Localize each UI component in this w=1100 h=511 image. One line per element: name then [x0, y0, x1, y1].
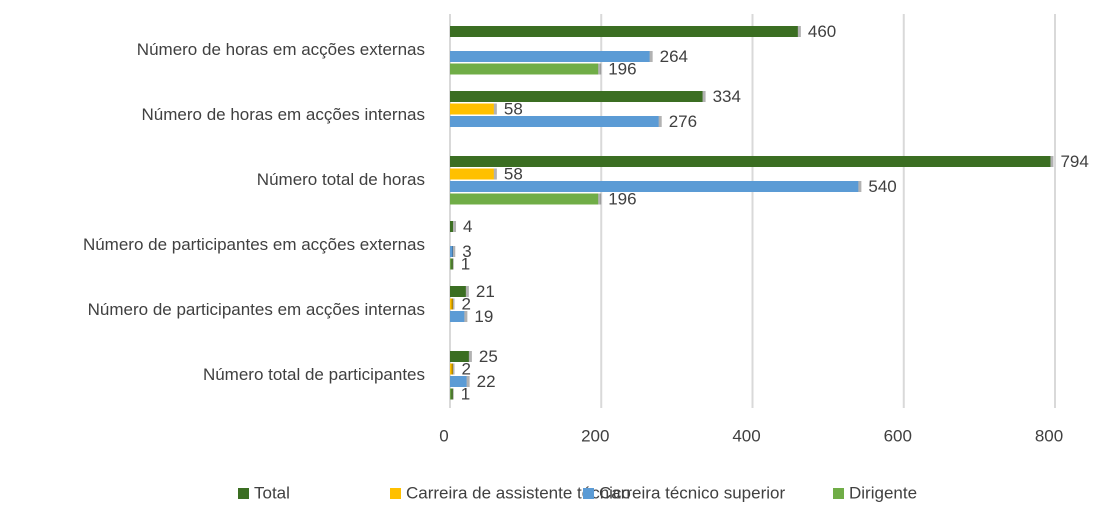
bar-side — [702, 91, 706, 102]
x-tick-label: 200 — [581, 426, 609, 445]
bar — [450, 388, 453, 400]
value-label: 21 — [476, 282, 495, 301]
value-label: 22 — [477, 372, 496, 391]
bar — [450, 221, 454, 232]
y-tick-label: Número total de horas — [257, 170, 425, 189]
y-tick-label: Número total de participantes — [203, 365, 425, 384]
legend-swatch — [583, 488, 594, 499]
value-label: 58 — [504, 164, 523, 183]
bar-side — [493, 103, 497, 115]
legend-label: Total — [254, 483, 290, 502]
bar-side — [466, 376, 470, 387]
value-label: 19 — [474, 307, 493, 326]
x-tick-label: 800 — [1035, 426, 1063, 445]
bar — [450, 181, 859, 192]
bar-side — [452, 246, 456, 257]
bar — [450, 156, 1051, 167]
bar-side — [464, 311, 468, 322]
bar — [450, 311, 465, 322]
y-tick-label: Número de horas em acções internas — [142, 105, 425, 124]
value-label: 460 — [808, 22, 836, 41]
y-tick-label: Número de participantes em acções extern… — [83, 235, 425, 254]
bar-side — [450, 258, 454, 270]
value-label: 2 — [462, 359, 471, 378]
bar-side — [493, 168, 497, 180]
bar — [450, 193, 599, 205]
value-label: 3 — [462, 242, 471, 261]
bar — [450, 26, 798, 37]
value-label: 196 — [608, 189, 636, 208]
legend-swatch — [390, 488, 401, 499]
legend-label: Carreira de assistente técnico — [406, 483, 631, 502]
bar-side — [465, 286, 469, 297]
y-tick-label: Número de participantes em acções intern… — [88, 300, 425, 319]
bar — [450, 246, 453, 257]
bar-side — [649, 51, 653, 62]
bar-side — [451, 298, 455, 310]
bar — [450, 351, 469, 362]
bar-side — [658, 116, 662, 127]
y-tick-label: Número de horas em acções externas — [137, 40, 425, 59]
value-label: 276 — [669, 112, 697, 131]
x-tick-label: 600 — [884, 426, 912, 445]
value-label: 264 — [660, 47, 688, 66]
bar-side — [797, 26, 801, 37]
value-label: 196 — [608, 59, 636, 78]
value-label: 4 — [463, 217, 472, 236]
bar — [450, 51, 650, 62]
bar-side — [858, 181, 862, 192]
value-label: 794 — [1060, 152, 1088, 171]
legend-swatch — [238, 488, 249, 499]
legend-label: Dirigente — [849, 483, 917, 502]
bar — [450, 363, 453, 375]
bar — [450, 286, 466, 297]
legend-label: Carreira técnico superior — [599, 483, 785, 502]
value-label: 25 — [479, 347, 498, 366]
value-label: 1 — [461, 254, 470, 273]
bar — [450, 116, 659, 127]
value-label: 58 — [504, 99, 523, 118]
bar-side — [598, 193, 602, 205]
legend-swatch — [833, 488, 844, 499]
value-label: 2 — [462, 294, 471, 313]
value-label: 334 — [713, 87, 741, 106]
x-tick-label: 400 — [732, 426, 760, 445]
bar-side — [598, 63, 602, 75]
bar — [450, 168, 494, 180]
bar — [450, 258, 453, 270]
bar-side — [468, 351, 472, 362]
bar — [450, 298, 453, 310]
x-tick-label: 0 — [439, 426, 448, 445]
bar-side — [453, 221, 457, 232]
bar-side — [450, 388, 454, 400]
bar-side — [1050, 156, 1054, 167]
bar — [450, 103, 494, 115]
bar — [450, 63, 599, 75]
value-label: 540 — [868, 177, 896, 196]
bar — [450, 376, 467, 387]
value-label: 1 — [461, 384, 470, 403]
bar — [450, 91, 703, 102]
bar-side — [451, 363, 455, 375]
